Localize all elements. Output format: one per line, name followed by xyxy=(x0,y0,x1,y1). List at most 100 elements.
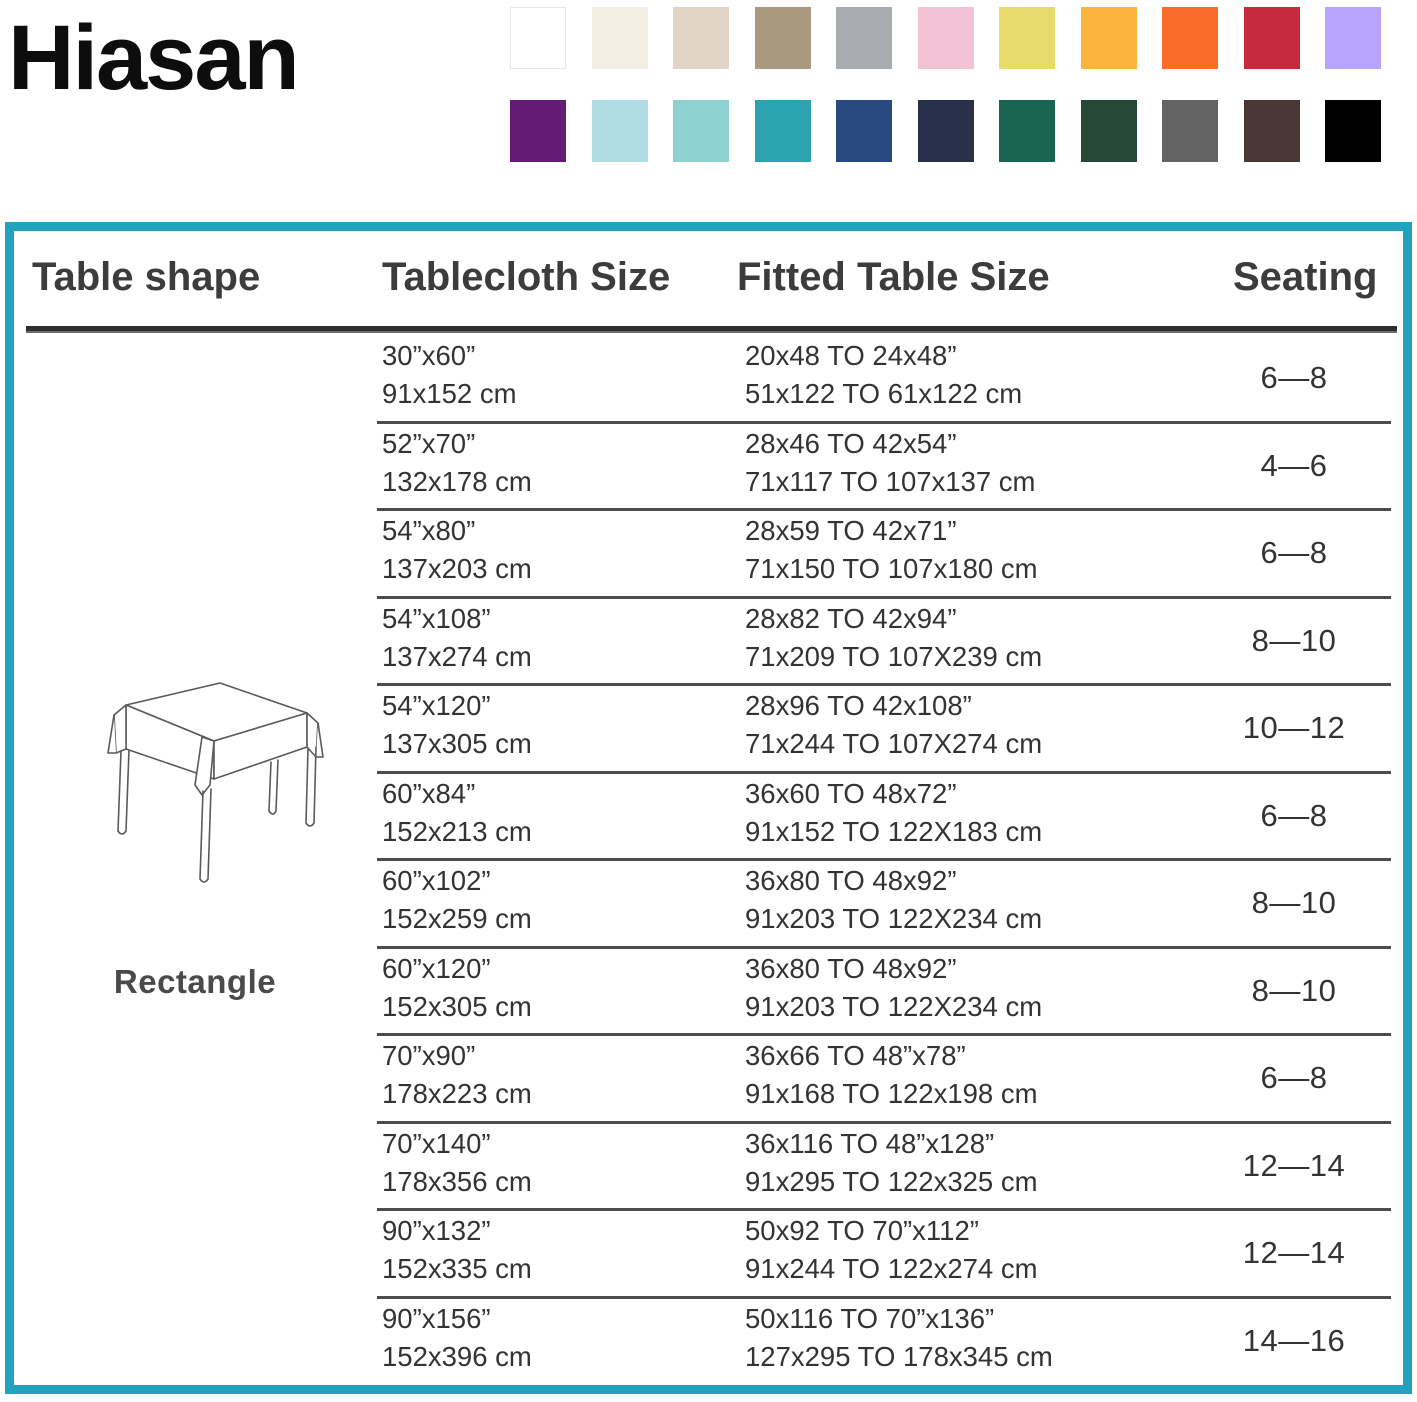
fitted-table-size-cm: 71x244 TO 107X274 cm xyxy=(745,728,1043,759)
fitted-table-size-cm: 71x209 TO 107X239 cm xyxy=(745,640,1043,672)
color-swatch-ivory[interactable] xyxy=(591,7,648,69)
color-swatch-hunter-green[interactable] xyxy=(1080,100,1137,162)
color-swatch-beige[interactable] xyxy=(673,7,729,69)
tablecloth-size-cm: 137x305 cm xyxy=(382,728,532,759)
color-swatch-row-2 xyxy=(510,100,1410,163)
table-row: 70”x140” 178x356 cm 36x116 TO 48”x128” 91x2… xyxy=(14,1120,1403,1209)
cell-fitted-table-size: 50x92 TO 70”x112” 91x244 TO 122x274 cm xyxy=(745,1212,1038,1288)
color-swatch-gray[interactable] xyxy=(836,7,892,69)
cell-seating: 10—12 xyxy=(1242,710,1346,745)
cell-seating: 12—14 xyxy=(1242,1235,1346,1270)
column-header-tablecloth-size: Tablecloth Size xyxy=(382,255,671,299)
cell-tablecloth-size: 60”x102” 152x259 cm xyxy=(382,862,532,938)
fitted-table-size-inches: 50x92 TO 70”x112” xyxy=(745,1215,979,1246)
cell-fitted-table-size: 36x66 TO 48”x78” 91x168 TO 122x198 cm xyxy=(745,1037,1038,1113)
fitted-table-size-inches: 20x48 TO 24x48” xyxy=(745,340,957,371)
cell-seating: 8—10 xyxy=(1251,622,1337,658)
cell-tablecloth-size: 52”x70” 132x178 cm xyxy=(382,425,532,501)
cell-seating: 6—8 xyxy=(1260,797,1328,833)
size-chart: Table shape Tablecloth Size Fitted Table… xyxy=(14,231,1403,1385)
fitted-table-size-cm: 51x122 TO 61x122 cm xyxy=(745,378,1023,409)
size-chart-frame: Table shape Tablecloth Size Fitted Table… xyxy=(5,222,1412,1394)
color-swatch-teal[interactable] xyxy=(754,100,811,162)
table-shape-label: Rectangle xyxy=(113,963,277,1000)
fitted-table-size-inches: 36x116 TO 48”x128” xyxy=(745,1127,995,1159)
table-row: 70”x90” 178x223 cm 36x66 TO 48”x78” 91x168 … xyxy=(14,1033,1403,1121)
tablecloth-size-inches: 70”x90” xyxy=(382,1040,476,1071)
table-row: 54”x120” 137x305 cm 28x96 TO 42x108” 71x244… xyxy=(14,683,1403,771)
fitted-table-size-inches: 50x116 TO 70”x136” xyxy=(745,1302,995,1334)
color-swatch-light-blue[interactable] xyxy=(591,100,648,162)
color-swatch-orange[interactable] xyxy=(1162,7,1218,69)
fitted-table-size-cm: 91x203 TO 122X234 cm xyxy=(745,903,1043,934)
color-swatch-aqua[interactable] xyxy=(673,100,729,162)
fitted-table-size-inches: 36x66 TO 48”x78” xyxy=(745,1040,966,1071)
cell-tablecloth-size: 90”x132” 152x335 cm xyxy=(382,1212,532,1288)
cell-tablecloth-size: 90”x156” 152x396 cm xyxy=(382,1300,532,1376)
tablecloth-size-cm: 152x335 cm xyxy=(382,1253,532,1284)
tablecloth-size-cm: 132x178 cm xyxy=(382,465,532,497)
color-swatch-navy-blue[interactable] xyxy=(836,100,892,162)
cell-tablecloth-size: 70”x140” 178x356 cm xyxy=(382,1125,532,1201)
fitted-table-size-inches: 28x59 TO 42x71” xyxy=(745,515,957,546)
fitted-table-size-inches: 36x80 TO 48x92” xyxy=(745,952,957,984)
fitted-table-size-cm: 71x117 TO 107x137 cm xyxy=(745,465,1036,497)
table-row: 90”x132” 152x335 cm 50x92 TO 70”x112” 91x24… xyxy=(14,1208,1403,1296)
color-swatch-taupe[interactable] xyxy=(754,7,811,69)
color-swatch-dark-gray[interactable] xyxy=(1162,100,1218,162)
fitted-table-size-inches: 36x80 TO 48x92” xyxy=(745,865,957,896)
table-row: 60”x102” 152x259 cm 36x80 TO 48x92” 91x203 … xyxy=(14,858,1403,946)
color-swatch-purple[interactable] xyxy=(510,100,566,162)
column-header-table-shape: Table shape xyxy=(32,255,261,299)
cell-seating: 6—8 xyxy=(1260,1060,1328,1095)
color-swatch-pink[interactable] xyxy=(917,7,974,69)
table-shape-cell: Rectangle xyxy=(20,661,370,1001)
cell-seating: 14—16 xyxy=(1242,1322,1346,1358)
cell-fitted-table-size: 50x116 TO 70”x136” 127x295 TO 178x345 cm xyxy=(745,1300,1053,1376)
tablecloth-size-inches: 90”x156” xyxy=(382,1302,491,1334)
cell-fitted-table-size: 28x96 TO 42x108” 71x244 TO 107X274 cm xyxy=(745,687,1042,763)
table-row: 52”x70” 132x178 cm 28x46 TO 42x54” 71x117 T… xyxy=(14,420,1403,509)
cell-seating: 8—10 xyxy=(1251,885,1337,920)
color-swatch-grid xyxy=(510,7,1410,193)
fitted-table-size-cm: 91x168 TO 122x198 cm xyxy=(745,1078,1038,1109)
cell-tablecloth-size: 60”x120” 152x305 cm xyxy=(382,950,532,1026)
color-swatch-dark-brown[interactable] xyxy=(1243,100,1300,162)
cell-tablecloth-size: 54”x120” 137x305 cm xyxy=(382,687,532,763)
cell-tablecloth-size: 54”x80” 137x203 cm xyxy=(382,512,532,588)
cell-fitted-table-size: 28x82 TO 42x94” 71x209 TO 107X239 cm xyxy=(745,600,1042,676)
tablecloth-size-inches: 70”x140” xyxy=(382,1127,491,1159)
cell-tablecloth-size: 60”x84” 152x213 cm xyxy=(382,775,532,851)
color-swatch-yellow[interactable] xyxy=(999,7,1055,69)
table-row: 54”x80” 137x203 cm 28x59 TO 42x71” 71x150 T… xyxy=(14,508,1403,596)
header-band: Hiasan xyxy=(0,0,1417,218)
column-header-seating: Seating xyxy=(1233,255,1378,299)
table-row: 90”x156” 152x396 cm 50x116 TO 70”x136” 127x… xyxy=(14,1295,1403,1384)
tablecloth-size-cm: 137x274 cm xyxy=(382,640,532,672)
fitted-table-size-cm: 71x150 TO 107x180 cm xyxy=(745,553,1038,584)
table-row: 60”x84” 152x213 cm 36x60 TO 48x72” 91x152 T… xyxy=(14,770,1403,859)
tablecloth-size-inches: 60”x84” xyxy=(382,777,476,809)
cell-fitted-table-size: 36x80 TO 48x92” 91x203 TO 122X234 cm xyxy=(745,862,1042,938)
color-swatch-white[interactable] xyxy=(510,7,566,69)
tablecloth-size-inches: 30”x60” xyxy=(382,340,476,371)
fitted-table-size-cm: 91x203 TO 122X234 cm xyxy=(745,990,1043,1022)
tablecloth-size-inches: 90”x132” xyxy=(382,1215,491,1246)
cell-seating: 8—10 xyxy=(1251,972,1337,1008)
cell-fitted-table-size: 28x59 TO 42x71” 71x150 TO 107x180 cm xyxy=(745,512,1038,588)
tablecloth-size-inches: 60”x120” xyxy=(382,952,491,984)
tablecloth-size-cm: 137x203 cm xyxy=(382,553,532,584)
color-swatch-black[interactable] xyxy=(1325,100,1381,162)
color-swatch-gold[interactable] xyxy=(1080,7,1137,69)
color-swatch-lavender[interactable] xyxy=(1325,7,1381,69)
color-swatch-dark-navy[interactable] xyxy=(917,100,974,162)
color-swatch-row-1 xyxy=(510,7,1410,70)
fitted-table-size-inches: 28x82 TO 42x94” xyxy=(745,602,957,634)
color-swatch-red[interactable] xyxy=(1243,7,1300,69)
table-row: 60”x120” 152x305 cm 36x80 TO 48x92” 91x203 … xyxy=(14,945,1403,1034)
tablecloth-size-cm: 178x356 cm xyxy=(382,1165,532,1197)
fitted-table-size-inches: 28x96 TO 42x108” xyxy=(745,690,972,721)
color-swatch-emerald[interactable] xyxy=(999,100,1055,162)
table-header-row: Table shape Tablecloth Size Fitted Table… xyxy=(14,231,1403,323)
tablecloth-size-cm: 91x152 cm xyxy=(382,378,517,409)
